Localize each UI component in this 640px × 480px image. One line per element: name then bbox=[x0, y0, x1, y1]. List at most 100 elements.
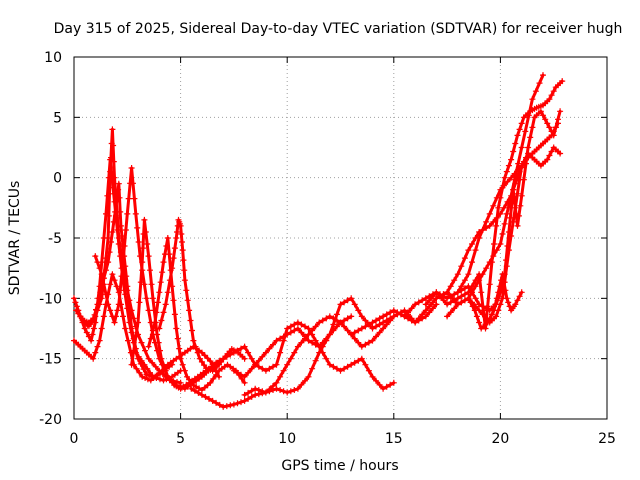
data-point-marker bbox=[433, 295, 440, 302]
data-point-marker bbox=[155, 339, 162, 346]
data-point-marker bbox=[71, 295, 77, 302]
data-point-marker bbox=[196, 355, 203, 362]
data-point-marker bbox=[302, 335, 308, 342]
series-4 bbox=[77, 180, 176, 380]
data-point-marker bbox=[387, 381, 394, 388]
data-point-marker bbox=[241, 397, 248, 404]
data-point-marker bbox=[495, 204, 502, 211]
data-point-marker bbox=[497, 194, 504, 201]
data-point-marker bbox=[433, 301, 440, 308]
data-point-marker bbox=[495, 289, 502, 296]
data-point-marker bbox=[110, 218, 117, 225]
data-point-marker bbox=[153, 309, 160, 316]
data-point-marker bbox=[109, 271, 116, 278]
data-point-marker bbox=[106, 190, 113, 197]
data-point-marker bbox=[238, 399, 244, 406]
data-point-marker bbox=[337, 367, 344, 374]
data-point-marker bbox=[323, 355, 330, 362]
data-point-marker bbox=[241, 379, 248, 386]
data-point-marker bbox=[532, 88, 539, 95]
data-point-marker bbox=[312, 323, 319, 330]
data-point-marker bbox=[280, 388, 287, 395]
data-point-marker bbox=[195, 389, 202, 396]
data-point-marker bbox=[298, 321, 305, 328]
data-point-marker bbox=[358, 355, 365, 362]
data-point-marker bbox=[169, 361, 176, 368]
data-point-marker bbox=[277, 373, 284, 380]
data-point-marker bbox=[130, 180, 136, 187]
data-point-marker bbox=[505, 162, 512, 169]
data-point-marker bbox=[433, 289, 440, 296]
data-point-marker bbox=[309, 339, 316, 346]
data-point-marker bbox=[136, 369, 143, 376]
data-point-marker bbox=[333, 323, 340, 330]
data-point-marker bbox=[125, 297, 132, 304]
data-point-marker bbox=[158, 355, 165, 362]
data-point-marker bbox=[245, 369, 252, 376]
data-point-marker bbox=[422, 295, 429, 302]
data-point-marker bbox=[465, 295, 472, 302]
data-point-marker bbox=[152, 319, 158, 326]
data-point-marker bbox=[220, 403, 227, 410]
data-point-marker bbox=[497, 241, 504, 247]
data-point-marker bbox=[394, 309, 401, 316]
data-point-marker bbox=[440, 297, 447, 304]
data-point-marker bbox=[287, 355, 294, 362]
data-point-marker bbox=[97, 289, 104, 296]
data-point-marker bbox=[174, 229, 180, 235]
data-point-marker bbox=[238, 371, 244, 378]
data-point-marker bbox=[405, 309, 411, 316]
data-point-marker bbox=[444, 295, 451, 302]
data-point-marker bbox=[546, 152, 553, 159]
data-point-marker bbox=[415, 299, 422, 306]
data-point-marker bbox=[302, 377, 308, 384]
data-point-marker bbox=[198, 358, 205, 365]
data-point-marker bbox=[501, 204, 507, 211]
data-point-marker bbox=[429, 305, 436, 312]
data-point-marker bbox=[467, 299, 474, 306]
data-point-marker bbox=[351, 329, 358, 336]
data-point-marker bbox=[116, 194, 123, 201]
x-tick-label: 25 bbox=[598, 431, 616, 447]
data-point-marker bbox=[383, 321, 390, 328]
data-point-marker bbox=[121, 243, 128, 249]
data-point-marker bbox=[483, 305, 490, 312]
data-point-marker bbox=[120, 313, 126, 320]
data-point-marker bbox=[405, 315, 411, 322]
data-point-marker bbox=[472, 247, 479, 254]
data-point-marker bbox=[143, 295, 150, 302]
data-point-marker bbox=[514, 190, 521, 197]
data-point-marker bbox=[486, 222, 493, 229]
data-point-marker bbox=[115, 180, 122, 187]
data-point-marker bbox=[206, 395, 212, 402]
data-point-marker bbox=[284, 325, 291, 332]
data-point-marker bbox=[511, 198, 518, 205]
data-point-marker bbox=[134, 224, 141, 231]
data-point-marker bbox=[73, 303, 80, 310]
data-point-marker bbox=[451, 277, 458, 284]
data-point-marker bbox=[98, 271, 105, 278]
data-point-marker bbox=[544, 120, 551, 127]
data-point-marker bbox=[454, 289, 461, 296]
data-point-marker bbox=[490, 253, 497, 260]
data-point-marker bbox=[117, 208, 124, 215]
data-point-marker bbox=[124, 283, 131, 290]
data-point-marker bbox=[503, 210, 510, 217]
data-point-marker bbox=[220, 355, 227, 362]
data-point-marker bbox=[241, 391, 248, 398]
data-point-marker bbox=[145, 253, 152, 260]
data-point-marker bbox=[241, 343, 248, 350]
data-point-marker bbox=[162, 367, 169, 374]
x-tick-label: 20 bbox=[491, 431, 509, 447]
y-tick-label: -10 bbox=[39, 291, 62, 307]
data-point-marker bbox=[493, 222, 500, 229]
x-tick-label: 0 bbox=[70, 431, 79, 447]
data-point-marker bbox=[110, 158, 117, 165]
data-point-marker bbox=[160, 309, 167, 316]
data-point-marker bbox=[540, 72, 546, 79]
data-point-marker bbox=[557, 150, 564, 157]
data-point-marker bbox=[486, 315, 493, 322]
data-point-marker bbox=[358, 313, 365, 320]
data-point-marker bbox=[323, 315, 330, 322]
y-tick-label: 5 bbox=[53, 110, 62, 126]
